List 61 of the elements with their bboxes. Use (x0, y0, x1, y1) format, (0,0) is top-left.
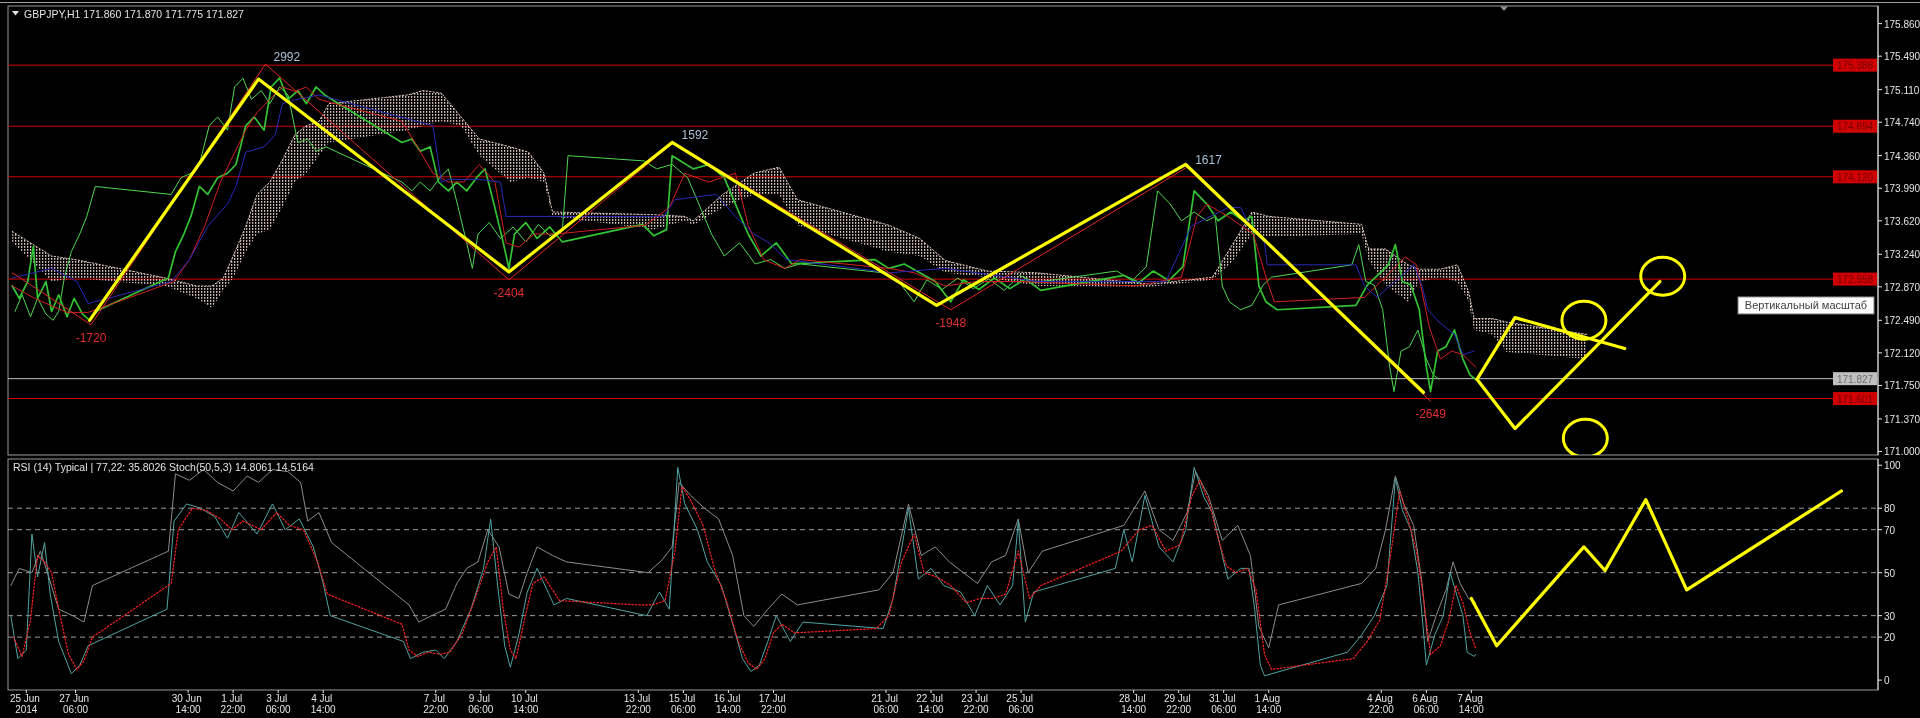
ref-line-label: 174.694 (1836, 120, 1874, 132)
ref-line-label: 174.120 (1836, 171, 1874, 183)
x-tick-label: 1 Jul 22:00 (220, 693, 247, 715)
y-tick-label: 174.740 (1884, 116, 1920, 128)
annotation: 1592 (681, 128, 709, 143)
annotation: -2649 (1415, 407, 1447, 422)
annotation: 2992 (273, 50, 301, 65)
annotation: -1948 (935, 315, 967, 330)
ref-line-label: 175.388 (1836, 59, 1874, 71)
x-tick-label: 7 Aug 14:00 (1457, 693, 1486, 715)
y-tick-label: 20 (1884, 631, 1896, 643)
ref-line-label: 171.827 (1836, 373, 1874, 385)
y-tick-label: 173.240 (1884, 248, 1920, 260)
x-tick-label: 22 Jul 14:00 (916, 693, 946, 715)
x-tick-label: 27 Jun 06:00 (59, 693, 92, 715)
x-tick-label: 25 Jul 06:00 (1006, 693, 1036, 715)
y-tick-label: 173.990 (1884, 182, 1920, 194)
y-tick-label: 172.870 (1884, 281, 1920, 293)
x-tick-label: 6 Aug 06:00 (1412, 693, 1441, 715)
y-tick-label: 171.000 (1884, 445, 1920, 457)
y-tick-label: 171.370 (1884, 413, 1920, 425)
y-tick-label: 50 (1884, 567, 1896, 579)
annotation: -2404 (493, 285, 525, 300)
y-tick-label: 174.360 (1884, 150, 1920, 162)
x-tick-label: 3 Jul 06:00 (265, 693, 292, 715)
annotation: Вертикальный масштаб (1744, 299, 1868, 312)
x-tick-label: 25 Jun 2014 (9, 693, 43, 715)
y-tick-label: 172.120 (1884, 347, 1920, 359)
x-tick-label: 29 Jul 22:00 (1163, 693, 1194, 715)
ref-line-label: 172.958 (1836, 273, 1874, 285)
y-tick-label: 100 (1884, 459, 1902, 471)
y-tick-label: 0 (1884, 674, 1890, 686)
x-tick-label: 17 Jul 22:00 (758, 693, 789, 715)
x-tick-label: 13 Jul 22:00 (623, 693, 654, 715)
y-tick-label: 175.110 (1884, 84, 1920, 96)
x-tick-label: 9 Jul 06:00 (468, 693, 494, 715)
y-tick-label: 30 (1884, 610, 1896, 622)
y-tick-label: 80 (1884, 502, 1896, 514)
chart-title: RSI (14) Typical | 77,22: 35.8026 Stoch(50,5,3) 14.8061 14.5164 (13, 461, 314, 473)
chart-title: GBPJPY,H1 171.860 171.870 171.775 171.827 (24, 8, 245, 20)
annotation: -1720 (75, 330, 107, 345)
y-tick-label: 172.490 (1884, 314, 1920, 326)
y-tick-label: 175.860 (1884, 18, 1920, 30)
x-tick-label: 10 Jul 14:00 (511, 693, 541, 715)
x-tick-label: 4 Jul 14:00 (310, 693, 337, 715)
annotation: 1617 (1195, 153, 1223, 168)
x-tick-label: 4 Aug 22:00 (1367, 693, 1396, 715)
y-tick-label: 171.750 (1884, 379, 1920, 391)
x-tick-label: 31 Jul 06:00 (1208, 693, 1239, 715)
y-tick-label: 173.620 (1884, 215, 1920, 227)
ref-line-label: 171.601 (1836, 393, 1874, 405)
y-tick-label: 70 (1884, 524, 1896, 536)
x-tick-label: 30 Jun 14:00 (171, 693, 205, 715)
x-tick-label: 23 Jul 22:00 (961, 693, 991, 715)
x-tick-label: 7 Jul 22:00 (423, 693, 449, 715)
x-tick-label: 1 Aug 14:00 (1254, 693, 1283, 715)
x-tick-label: 21 Jul 06:00 (871, 693, 901, 715)
y-tick-label: 175.490 (1884, 50, 1920, 62)
x-tick-label: 15 Jul 06:00 (668, 693, 699, 715)
x-tick-label: 16 Jul 14:00 (713, 693, 744, 715)
x-tick-label: 28 Jul 14:00 (1118, 693, 1149, 715)
